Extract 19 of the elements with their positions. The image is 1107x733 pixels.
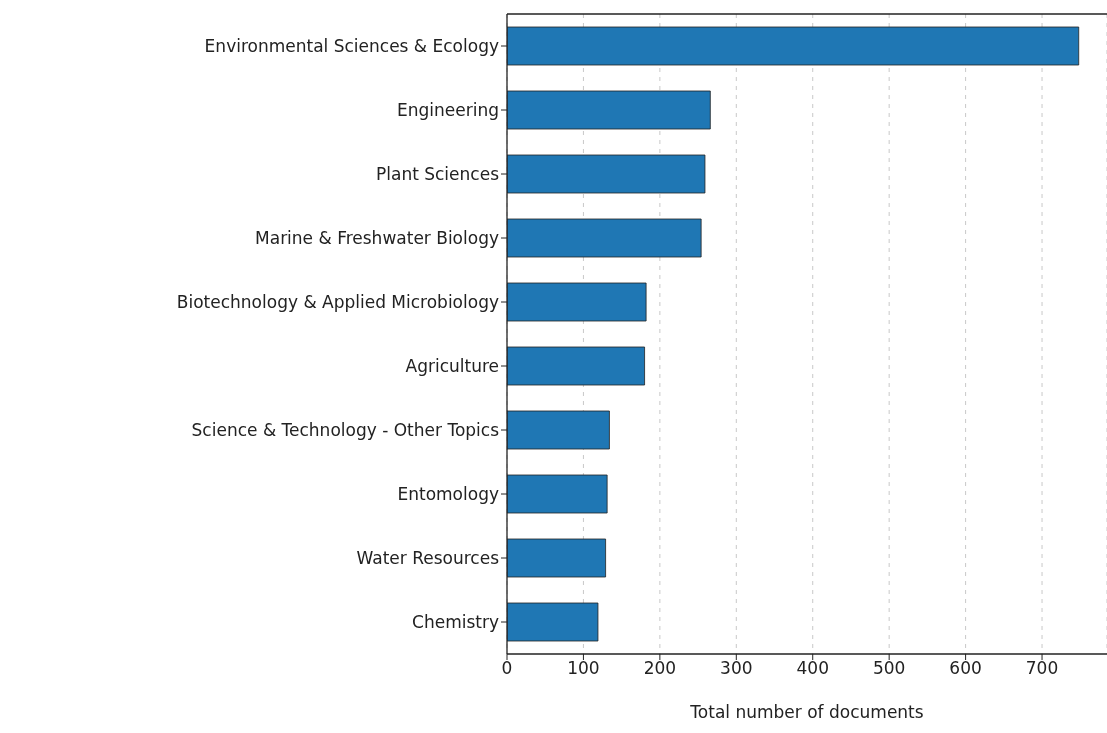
x-tick-label: 700	[1025, 658, 1059, 679]
y-tick-label: Water Resources	[356, 548, 500, 569]
y-tick-label: Environmental Sciences & Ecology	[204, 36, 499, 57]
y-tick-label: Engineering	[397, 100, 499, 121]
y-tick-label: Marine & Freshwater Biology	[255, 228, 499, 249]
x-tick-label: 200	[643, 658, 677, 679]
y-tick-label: Entomology	[397, 484, 499, 505]
y-tick-label: Science & Technology - Other Topics	[191, 420, 500, 441]
x-tick-label: 100	[567, 658, 600, 679]
x-tick-label: 500	[872, 658, 906, 679]
y-tick-label: Plant Sciences	[376, 164, 500, 185]
y-tick-label: Chemistry	[412, 612, 499, 633]
y-tick-label: Agriculture	[405, 356, 499, 377]
y-tick-label: Biotechnology & Applied Microbiology	[176, 292, 499, 313]
x-axis-title: Total number of documents	[689, 702, 924, 722]
x-tick-label: 0	[501, 658, 513, 679]
x-tick-label: 600	[949, 658, 982, 679]
x-tick-label: 300	[720, 658, 753, 679]
x-tick-label: 400	[796, 658, 829, 679]
